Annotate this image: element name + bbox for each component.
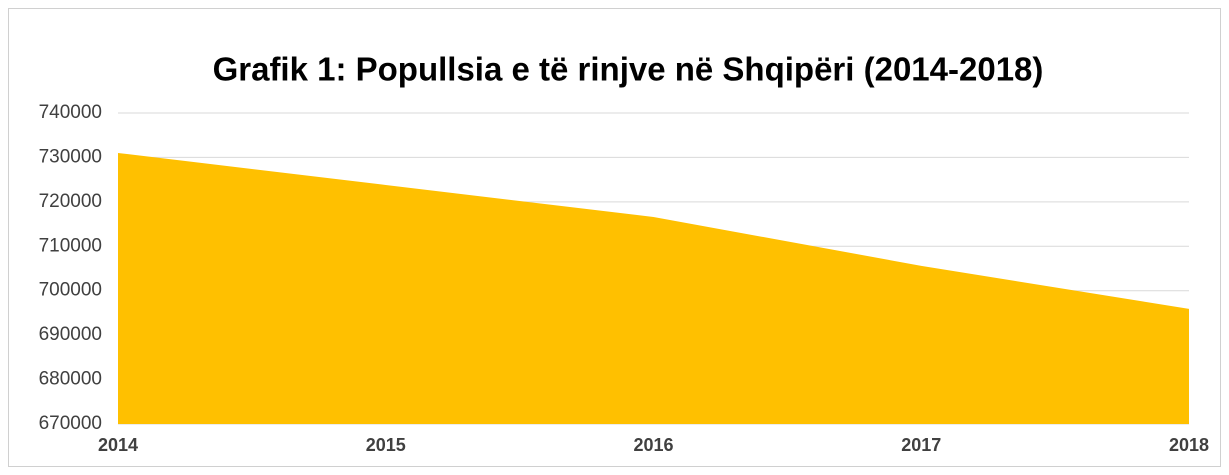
- y-tick-label: 670000: [39, 413, 102, 434]
- x-tick-label: 2016: [633, 435, 673, 455]
- area: [118, 152, 1189, 424]
- y-tick-label: 680000: [39, 369, 102, 390]
- y-tick-label: 710000: [39, 235, 102, 256]
- x-tick-label: 2018: [1169, 435, 1209, 455]
- y-tick-label: 700000: [39, 280, 102, 301]
- chart-title: Grafik 1: Popullsia e të rinjve në Shqip…: [213, 51, 1044, 88]
- x-tick-label: 2017: [901, 435, 941, 455]
- y-tick-label: 740000: [39, 102, 102, 123]
- y-tick-label: 730000: [39, 146, 102, 167]
- y-tick-label: 690000: [39, 324, 102, 345]
- y-tick-label: 720000: [39, 191, 102, 212]
- x-tick-label: 2014: [98, 435, 138, 455]
- x-tick-label: 2015: [366, 435, 406, 455]
